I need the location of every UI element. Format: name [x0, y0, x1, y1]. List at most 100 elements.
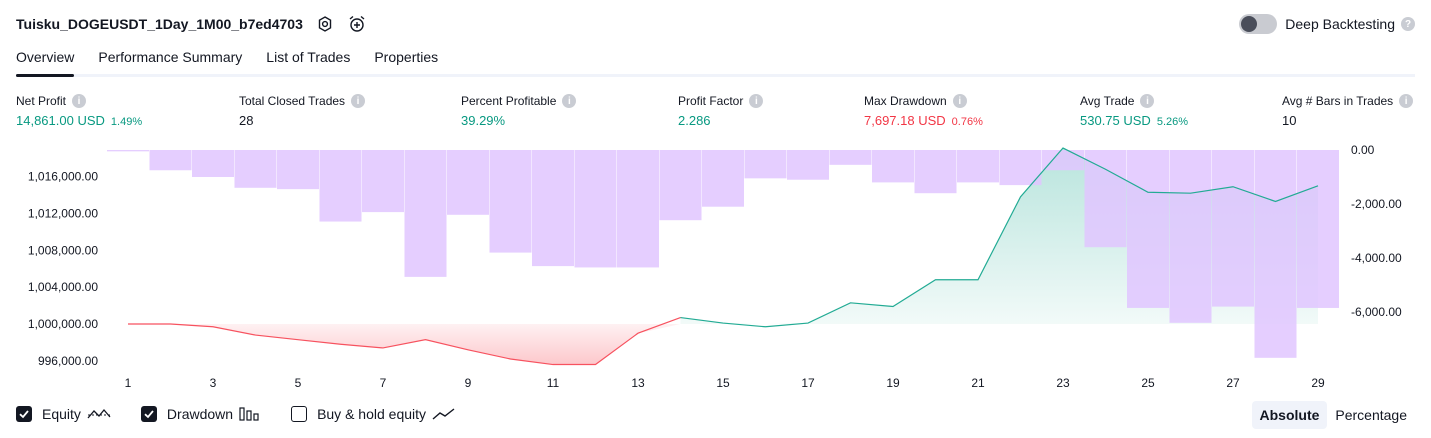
drawdown-bar [574, 150, 617, 268]
tab-performance-summary[interactable]: Performance Summary [98, 49, 243, 65]
buy-hold-checkbox[interactable] [291, 406, 308, 422]
metric-label: Total Closed Trades [239, 94, 346, 108]
legend-drawdown-label: Drawdown [166, 406, 234, 422]
metric-label: Net Profit [16, 94, 67, 108]
equity-checkbox[interactable] [16, 406, 32, 422]
toggle-knob [1241, 16, 1258, 32]
tab-properties[interactable]: Properties [374, 49, 439, 65]
deep-backtesting-toggle[interactable] [1239, 14, 1278, 34]
check-icon [144, 410, 154, 419]
metric-label: Avg Trade [1080, 94, 1135, 108]
tab-overview[interactable]: Overview [16, 44, 75, 77]
display-mode: Absolute Percentage [1251, 401, 1416, 429]
help-icon[interactable]: i [72, 94, 87, 108]
equity-line-loss [128, 316, 681, 366]
help-icon[interactable]: i [952, 94, 967, 108]
metric-avg-bars: Avg # Bars in Trades i 10 [1282, 92, 1414, 128]
tab-list-of-trades[interactable]: List of Trades [266, 49, 351, 65]
right-axis-tick: -6,000.00 [1351, 305, 1402, 319]
drawdown-bars-icon [239, 407, 261, 421]
percentage-button[interactable]: Percentage [1335, 407, 1407, 423]
drawdown-bar [1169, 150, 1212, 323]
legend-equity-label: Equity [42, 406, 81, 422]
drawdown-bar [872, 150, 914, 183]
drawdown-bar [149, 150, 192, 171]
metric-value: 530.75 USD [1080, 113, 1151, 128]
help-icon[interactable]: ? [1401, 17, 1415, 31]
x-axis-tick: 29 [1311, 376, 1325, 390]
right-axis-tick: 0.00 [1351, 143, 1375, 157]
x-axis-tick: 7 [380, 376, 387, 390]
drawdown-bar [532, 150, 574, 267]
x-axis-tick: 5 [295, 376, 302, 390]
x-axis-tick: 23 [1056, 376, 1070, 390]
left-axis-tick: 1,000,000.00 [28, 317, 98, 331]
metric-sub: 5.26% [1156, 116, 1189, 128]
left-axis-tick: 1,008,000.00 [28, 243, 98, 257]
metric-label: Max Drawdown [864, 94, 947, 108]
x-axis-tick: 9 [465, 376, 472, 390]
metric-value: 10 [1282, 113, 1297, 128]
left-axis-tick: 996,000.00 [38, 354, 98, 368]
drawdown-bar [659, 150, 702, 221]
legend-buy-hold[interactable]: Buy & hold equity [291, 406, 456, 422]
help-icon[interactable]: i [749, 94, 764, 108]
metric-avg-trade: Avg Trade i 530.75 USD 5.26% [1080, 92, 1188, 128]
metric-max-drawdown: Max Drawdown i 7,697.18 USD 0.76% [864, 92, 983, 128]
strategy-header: Tuisku_DOGEUSDT_1Day_1M00_b7ed4703 [16, 12, 367, 36]
equity-line-gain [680, 147, 1319, 328]
metric-value: 2.286 [678, 113, 711, 128]
drawdown-bar [447, 150, 489, 215]
drawdown-bar [319, 150, 362, 222]
left-axis-tick: 1,012,000.00 [28, 206, 98, 220]
metrics-row: Net Profit i 14,861.00 USD 1.49% Total Clo… [0, 92, 1431, 132]
buy-hold-line-icon [432, 407, 456, 421]
drawdown-bar [192, 150, 234, 177]
absolute-button[interactable]: Absolute [1251, 401, 1328, 429]
metric-label: Avg # Bars in Trades [1282, 94, 1394, 108]
metric-label: Percent Profitable [461, 94, 557, 108]
drawdown-bar [404, 150, 447, 277]
help-icon[interactable]: i [562, 94, 577, 108]
help-icon[interactable]: i [1140, 94, 1155, 108]
left-axis-tick: 1,004,000.00 [28, 280, 98, 294]
metric-value: 28 [239, 113, 254, 128]
x-axis-tick: 27 [1226, 376, 1240, 390]
left-axis-tick: 1,016,000.00 [28, 170, 98, 184]
drawdown-bar [957, 150, 999, 183]
right-axis-tick: -2,000.00 [1351, 197, 1402, 211]
check-icon [19, 410, 29, 419]
x-axis-tick: 15 [716, 376, 730, 390]
drawdown-bar [1212, 150, 1254, 307]
x-axis-tick: 19 [886, 376, 900, 390]
x-axis-tick: 11 [547, 376, 560, 390]
drawdown-bar [1297, 150, 1339, 308]
drawdown-checkbox[interactable] [140, 406, 157, 422]
metric-value: 39.29% [461, 113, 506, 128]
strategy-name: Tuisku_DOGEUSDT_1Day_1M00_b7ed4703 [16, 16, 303, 32]
legend-drawdown[interactable]: Drawdown [140, 406, 261, 422]
drawdown-bar [829, 150, 872, 165]
drawdown-bar [702, 150, 744, 207]
metric-total-closed-trades: Total Closed Trades i 28 [239, 92, 366, 128]
help-icon[interactable]: i [351, 94, 366, 108]
help-icon[interactable]: i [1399, 94, 1414, 108]
add-alert-icon[interactable] [347, 14, 367, 34]
drawdown-bar [1254, 150, 1297, 358]
equity-drawdown-chart[interactable]: 1,016,000.00 1,012,000.00 1,008,000.00 1,00… [0, 140, 1431, 398]
metric-value: 7,697.18 USD [864, 113, 946, 128]
x-axis-tick: 1 [125, 376, 132, 390]
legend-equity[interactable]: Equity [16, 406, 111, 422]
x-axis-tick: 13 [631, 376, 645, 390]
metric-value: 14,861.00 USD [16, 113, 105, 128]
drawdown-bar [277, 150, 319, 190]
drawdown-bar [787, 150, 829, 180]
metric-net-profit: Net Profit i 14,861.00 USD 1.49% [16, 92, 142, 128]
drawdown-bar [744, 150, 787, 179]
drawdown-bar [489, 150, 532, 253]
x-axis-tick: 25 [1141, 376, 1155, 390]
drawdown-bar [362, 150, 404, 213]
tab-bar: Overview Performance Summary List of Tra… [16, 44, 1415, 77]
settings-icon[interactable] [315, 14, 335, 34]
legend-buy-hold-label: Buy & hold equity [317, 406, 427, 422]
